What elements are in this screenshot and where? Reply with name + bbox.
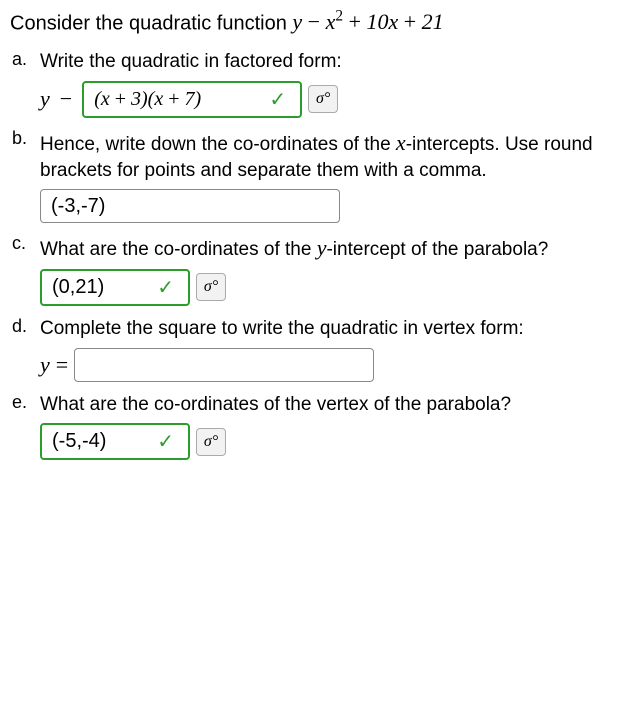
part-a: a. Write the quadratic in factored form:… xyxy=(40,49,632,118)
formula-icon: σ° xyxy=(204,278,218,296)
part-c-answer: (0,21) xyxy=(52,276,104,299)
part-c-answer-row: (0,21) ✓ σ° xyxy=(40,269,632,306)
part-d-prefix-y: y xyxy=(40,352,50,378)
part-b-input[interactable]: (-3,-7) xyxy=(40,189,340,223)
check-icon: ✓ xyxy=(153,429,178,454)
part-d-input[interactable] xyxy=(74,348,374,382)
part-c-input[interactable]: (0,21) ✓ xyxy=(40,269,190,306)
part-b-letter: b. xyxy=(12,128,27,149)
part-c-question: What are the co-ordinates of the y-inter… xyxy=(40,233,632,263)
part-b: b. Hence, write down the co-ordinates of… xyxy=(40,128,632,223)
part-d-answer-row: y = xyxy=(40,348,632,382)
formula-button[interactable]: σ° xyxy=(196,273,226,301)
formula-icon: σ° xyxy=(204,433,218,451)
part-b-answer: (-3,-7) xyxy=(51,195,105,218)
part-e-answer: (-5,-4) xyxy=(52,430,106,453)
part-c: c. What are the co-ordinates of the y-in… xyxy=(40,233,632,306)
part-b-question: Hence, write down the co-ordinates of th… xyxy=(40,128,632,183)
intro-text: Consider the quadratic function xyxy=(10,12,292,34)
part-a-prefix-dash: − xyxy=(56,86,76,112)
part-e-letter: e. xyxy=(12,392,27,413)
part-a-answer-row: y − (x + 3)(x + 7) ✓ σ° xyxy=(40,81,632,118)
part-e-answer-row: (-5,-4) ✓ σ° xyxy=(40,423,632,460)
part-e: e. What are the co-ordinates of the vert… xyxy=(40,392,632,461)
part-c-letter: c. xyxy=(12,233,26,254)
part-a-prefix-y: y xyxy=(40,86,50,112)
part-a-input[interactable]: (x + 3)(x + 7) ✓ xyxy=(82,81,302,118)
part-e-question: What are the co-ordinates of the vertex … xyxy=(40,392,632,418)
part-b-answer-row: (-3,-7) xyxy=(40,189,632,223)
formula-button[interactable]: σ° xyxy=(196,428,226,456)
problem-intro: Consider the quadratic function y − x2 +… xyxy=(10,8,632,35)
part-e-input[interactable]: (-5,-4) ✓ xyxy=(40,423,190,460)
part-d-question: Complete the square to write the quadrat… xyxy=(40,316,632,342)
check-icon: ✓ xyxy=(265,87,290,112)
parts-list: a. Write the quadratic in factored form:… xyxy=(10,49,632,460)
intro-math: y − x2 + 10x + 21 xyxy=(292,9,443,34)
part-a-answer: (x + 3)(x + 7) xyxy=(94,88,265,111)
check-icon: ✓ xyxy=(153,275,178,300)
part-d-letter: d. xyxy=(12,316,27,337)
part-d: d. Complete the square to write the quad… xyxy=(40,316,632,382)
part-a-letter: a. xyxy=(12,49,27,70)
formula-button[interactable]: σ° xyxy=(308,85,338,113)
formula-icon: σ° xyxy=(316,90,330,108)
part-d-prefix-eq: = xyxy=(56,352,68,378)
part-a-question: Write the quadratic in factored form: xyxy=(40,49,632,75)
